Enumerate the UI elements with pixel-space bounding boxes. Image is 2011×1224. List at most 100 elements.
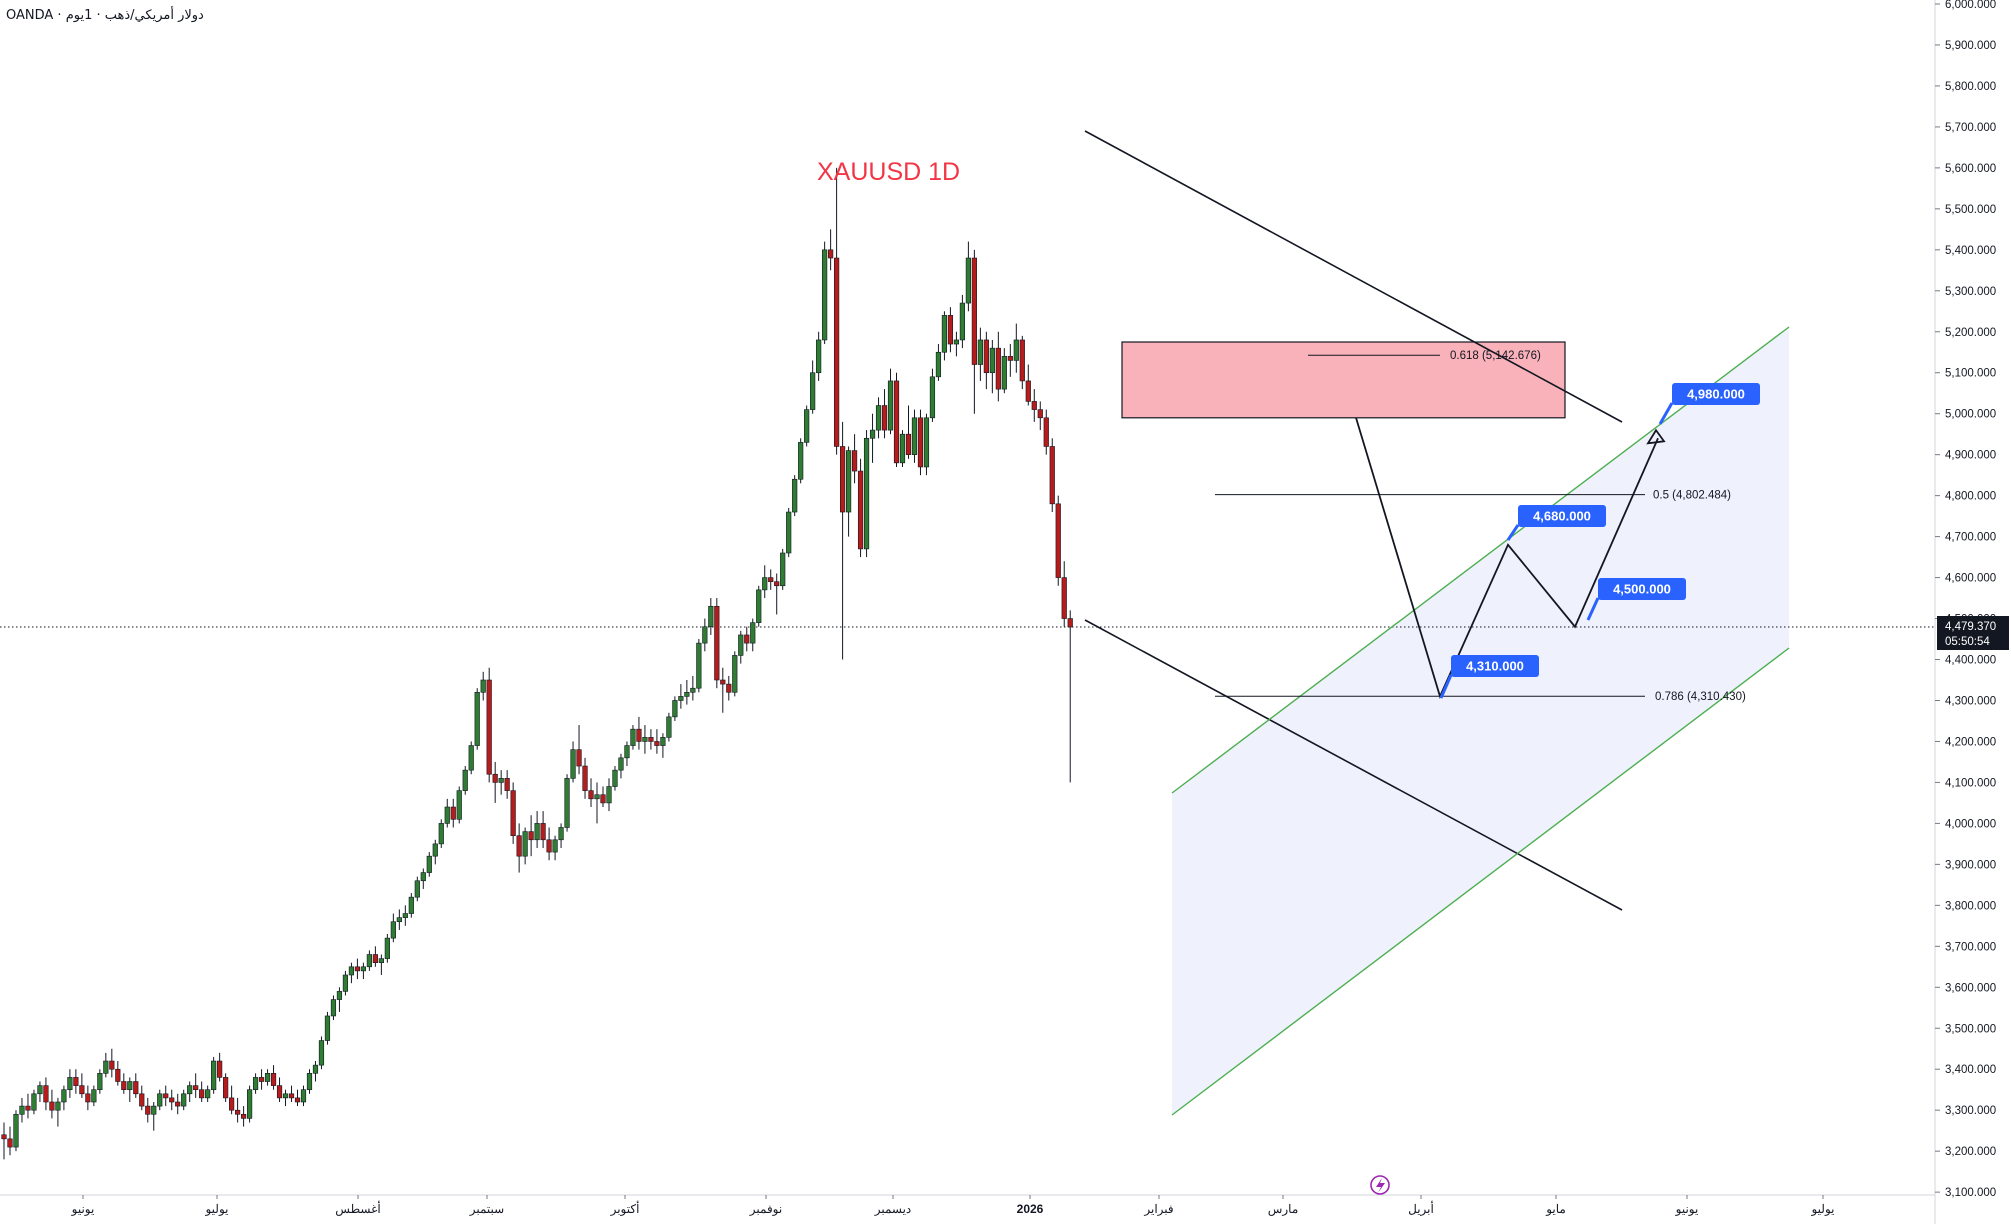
candle: [534, 811, 540, 848]
candle: [863, 430, 870, 558]
candle-body-down: [372, 954, 378, 963]
target-value: 4,500.000: [1613, 582, 1671, 597]
candle: [971, 249, 977, 414]
candle-body-down: [744, 634, 750, 644]
candle-body-up: [462, 769, 468, 791]
candle-body-up: [103, 1060, 109, 1074]
price-tick-label: 5,700.000: [1945, 122, 1996, 134]
candle-body-down: [1007, 356, 1013, 361]
candle: [31, 1089, 37, 1115]
candle-body-down: [486, 679, 492, 775]
candle: [504, 770, 510, 799]
candle: [600, 786, 606, 808]
candle: [408, 893, 414, 918]
time-tick-label: أبريل: [1408, 1201, 1434, 1216]
candle: [151, 1101, 157, 1131]
candle-body-up: [342, 974, 349, 992]
candle: [264, 1069, 271, 1086]
candle: [540, 811, 546, 848]
current-price-value: 4,479.370: [1945, 621, 1996, 633]
candle: [762, 565, 768, 599]
candle: [1019, 335, 1025, 390]
candle: [318, 1036, 325, 1070]
candle: [306, 1069, 313, 1094]
candle-body-down: [1055, 503, 1061, 578]
candle: [109, 1048, 115, 1078]
candle-body-down: [768, 577, 774, 582]
price-tick-label: 3,100.000: [1945, 1187, 1996, 1199]
candle-body-up: [869, 429, 876, 439]
candle-body-up: [690, 687, 696, 693]
candle-body-down: [258, 1077, 265, 1082]
target-label: 4,980.000: [1658, 383, 1760, 425]
candle-body-down: [229, 1097, 235, 1111]
candle-body-up: [157, 1093, 163, 1107]
candle-body-up: [570, 749, 576, 779]
candle: [139, 1085, 145, 1111]
candle: [834, 167, 840, 455]
candle-body-down: [115, 1068, 121, 1082]
candle: [923, 413, 930, 476]
candle-body-up: [672, 700, 678, 718]
candle: [672, 696, 678, 721]
candle-body-down: [139, 1093, 145, 1107]
target-box: [1672, 383, 1760, 405]
candle-body-down: [1025, 380, 1031, 402]
candle: [744, 626, 750, 652]
candle-body-up: [875, 405, 882, 431]
candle-body-down: [828, 249, 834, 259]
price-tick-label: 3,700.000: [1945, 941, 1996, 953]
target-pointer: [1439, 674, 1453, 699]
candle: [941, 311, 948, 361]
candle: [630, 725, 636, 750]
candle: [73, 1069, 79, 1094]
candle-body-up: [678, 696, 684, 701]
candle: [989, 339, 995, 394]
candle-body-down: [169, 1097, 175, 1103]
candle: [953, 331, 960, 357]
candle-body-down: [288, 1093, 295, 1099]
price-tick-label: 3,600.000: [1945, 982, 1996, 994]
candle: [522, 827, 528, 865]
time-tick-label: يونيو: [1675, 1202, 1699, 1216]
candle: [546, 827, 552, 861]
candle: [426, 852, 432, 877]
candle-body-down: [109, 1060, 115, 1070]
candle: [1049, 438, 1055, 513]
candle: [702, 618, 708, 652]
candle: [588, 778, 594, 808]
price-tick-label: 4,000.000: [1945, 818, 1996, 830]
candle: [348, 962, 355, 984]
candle: [1, 1122, 7, 1160]
candle: [420, 868, 426, 889]
candle: [276, 1077, 283, 1102]
candle: [223, 1073, 229, 1102]
candle: [1055, 495, 1061, 586]
candle: [935, 344, 942, 381]
fib-0786-label: 0.786 (4,310.430): [1655, 691, 1746, 703]
candle-body-up: [534, 823, 540, 841]
candle-body-up: [420, 872, 426, 882]
candle: [7, 1126, 13, 1156]
target-pointer: [1506, 524, 1520, 541]
time-tick-label: أغسطس: [335, 1201, 380, 1216]
candle-body-down: [714, 605, 720, 681]
price-tick-label: 4,400.000: [1945, 655, 1996, 667]
candle-body-up: [977, 339, 983, 365]
candle: [157, 1089, 163, 1111]
candle: [103, 1052, 109, 1078]
candle: [552, 835, 558, 861]
price-tick-label: 3,500.000: [1945, 1023, 1996, 1035]
candle: [1061, 561, 1067, 627]
candle-body-down: [43, 1085, 49, 1103]
candle: [570, 741, 576, 783]
candle-body-up: [396, 917, 402, 923]
price-tick-label: 3,800.000: [1945, 900, 1996, 912]
candle: [881, 389, 888, 439]
candle-series: [1, 167, 1073, 1160]
candle-body-down: [25, 1105, 31, 1111]
candle-body-up: [306, 1073, 313, 1091]
candle-body-up: [318, 1040, 325, 1066]
